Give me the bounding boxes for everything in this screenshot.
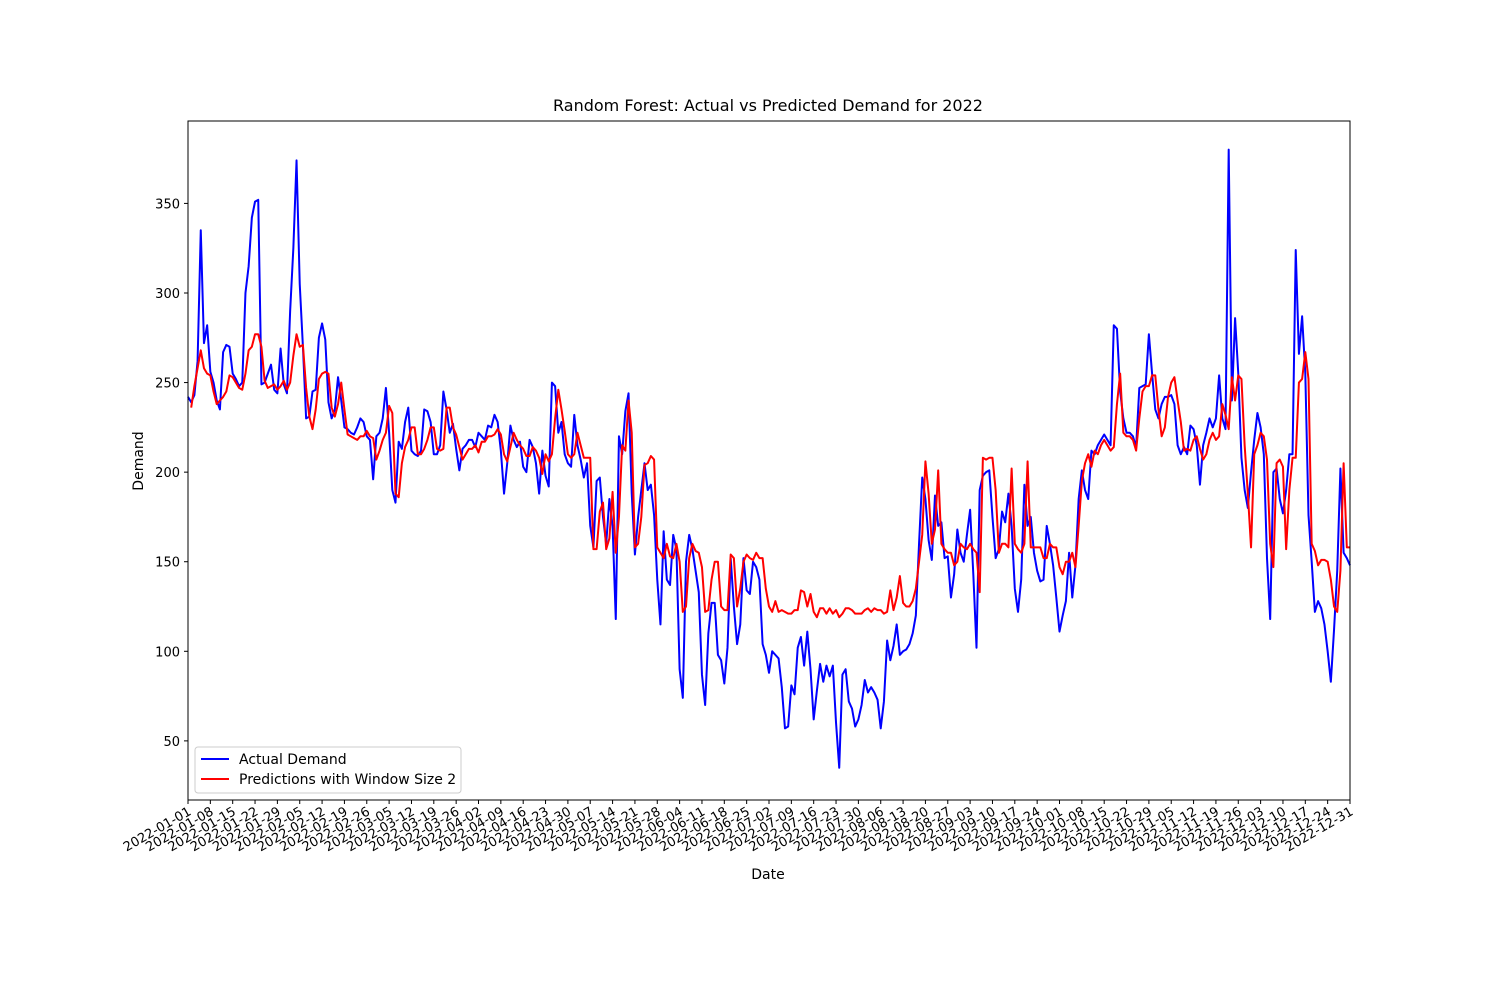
y-tick-label: 250	[155, 377, 180, 392]
y-axis-label: Demand	[131, 431, 147, 490]
legend-label-predicted: Predictions with Window Size 2	[239, 772, 456, 788]
legend-label-actual: Actual Demand	[239, 752, 347, 768]
y-tick-label: 350	[155, 197, 180, 212]
y-tick-label: 100	[155, 645, 180, 660]
chart-title: Random Forest: Actual vs Predicted Deman…	[553, 96, 983, 115]
y-tick-label: 300	[155, 287, 180, 302]
series-layer	[187, 148, 1351, 769]
y-tick-label: 200	[155, 466, 180, 481]
series-line-1	[190, 333, 1350, 619]
legend: Actual Demand Predictions with Window Si…	[194, 746, 462, 794]
series-line-0	[187, 148, 1351, 769]
y-tick-label: 50	[163, 735, 180, 750]
x-axis: 2022-01-012022-01-082022-01-152022-01-22…	[121, 800, 1356, 855]
y-axis: 50 100 150 200 250 300 350	[155, 197, 188, 750]
legend-box	[194, 746, 462, 794]
y-tick-label: 150	[155, 556, 180, 571]
x-axis-label: Date	[751, 867, 784, 883]
